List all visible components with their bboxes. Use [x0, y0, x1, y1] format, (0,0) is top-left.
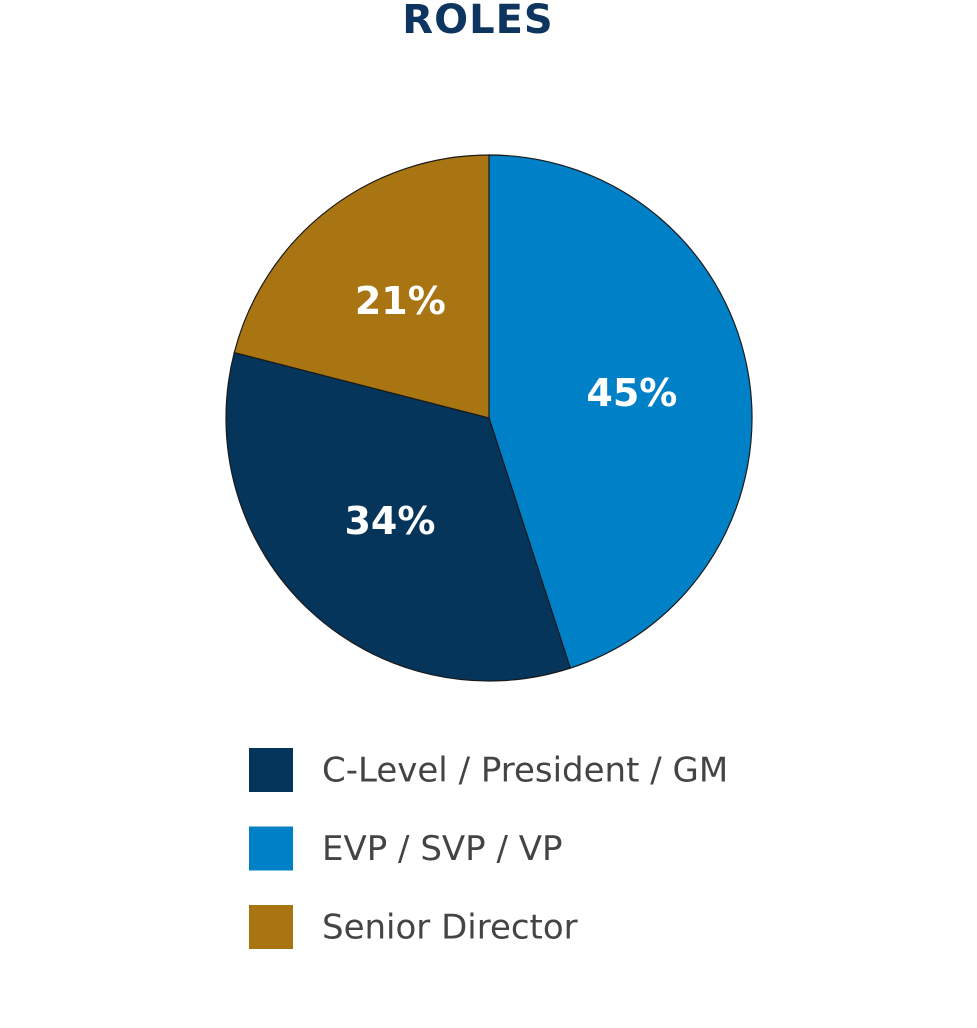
- pie: 45% 34% 21%: [225, 154, 753, 682]
- slice-label: 45%: [586, 371, 677, 415]
- legend-label: C-Level / President / GM: [322, 751, 728, 791]
- legend-label: EVP / SVP / VP: [322, 829, 563, 869]
- legend-label: Senior Director: [322, 908, 578, 948]
- legend-swatch: [249, 748, 293, 792]
- legend-swatch: [249, 826, 293, 871]
- chart-title: ROLES: [402, 0, 553, 43]
- slice-label: 34%: [344, 499, 435, 543]
- legend-swatch: [249, 905, 293, 949]
- slice-label: 21%: [355, 279, 446, 323]
- legend: C-Level / President / GM EVP / SVP / VP Se…: [249, 748, 728, 949]
- pie-slice: [225, 351, 572, 682]
- pie-slice: [233, 154, 490, 419]
- pie-slice: [488, 154, 753, 669]
